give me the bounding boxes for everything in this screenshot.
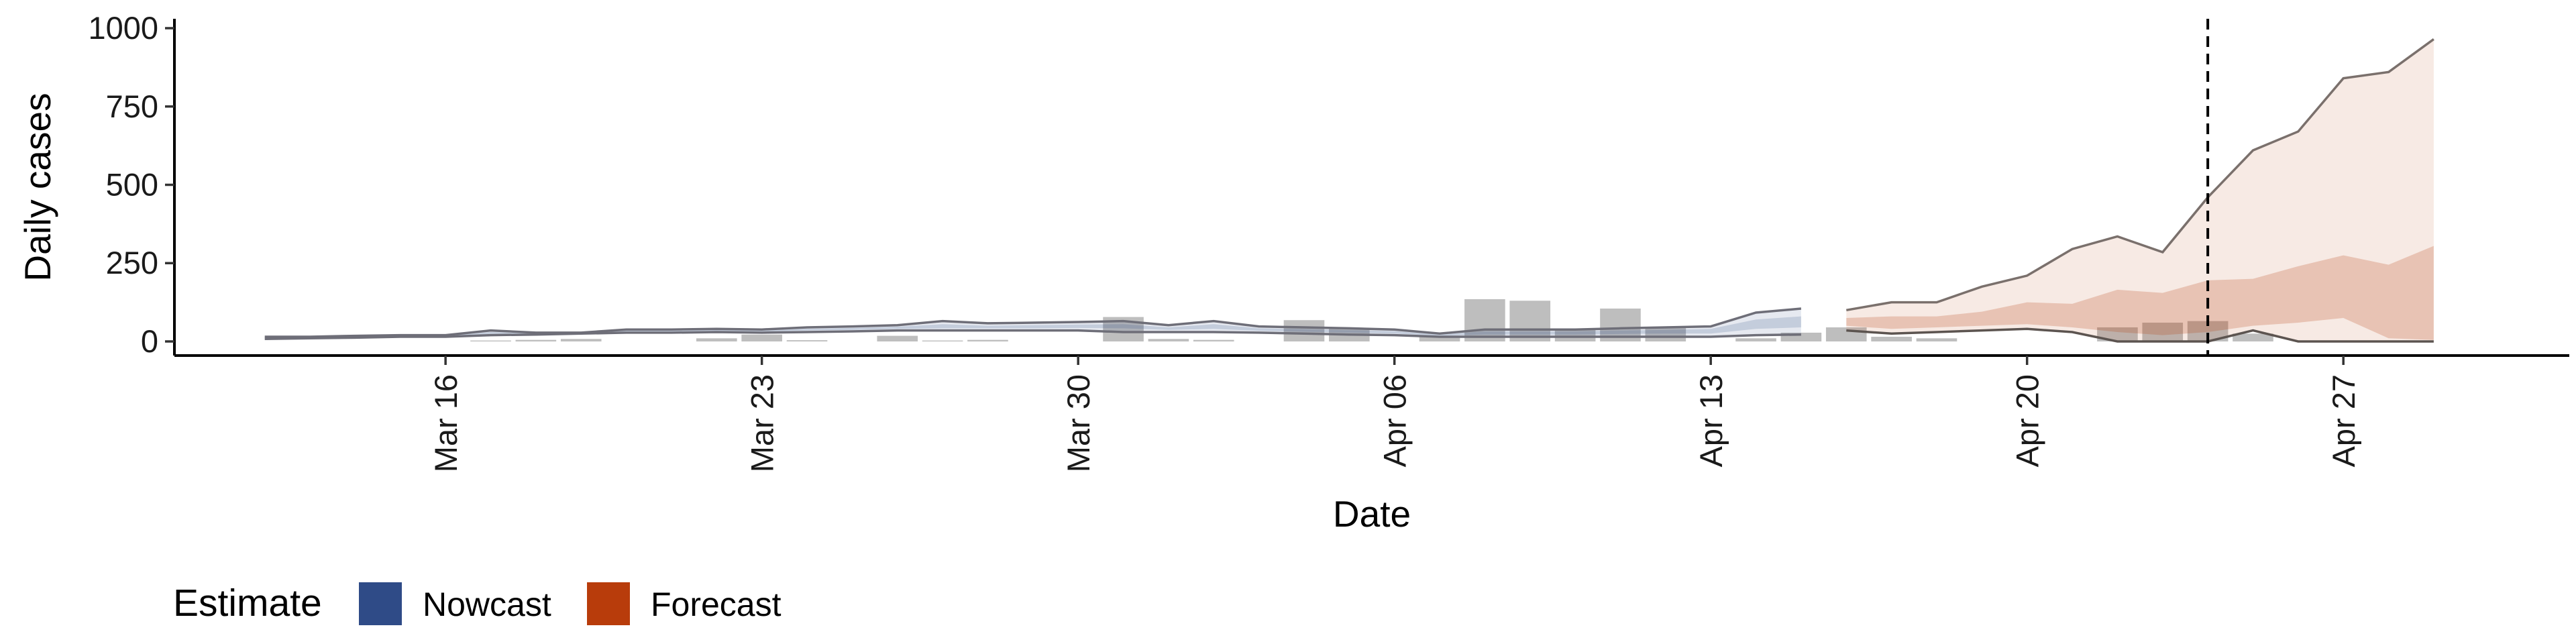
y-tick-label-3: 750 bbox=[106, 89, 158, 124]
forecast-inner-band bbox=[1846, 246, 2434, 340]
forecast-upper-line bbox=[1846, 38, 2434, 312]
y-axis-ticks: 0 250 500 750 1000 bbox=[88, 10, 174, 359]
legend-label-forecast: Forecast bbox=[651, 586, 782, 623]
x-tick-label-5: Apr 20 bbox=[2010, 374, 2045, 467]
reported-case-bar-5 bbox=[786, 340, 828, 341]
x-axis-title: Date bbox=[1333, 493, 1411, 535]
legend-key-forecast bbox=[587, 582, 630, 625]
y-tick-label-0: 0 bbox=[141, 323, 158, 359]
x-tick-label-4: Apr 13 bbox=[1693, 374, 1729, 467]
legend-title: Estimate bbox=[173, 582, 322, 625]
nowcast-lower-line bbox=[264, 329, 1801, 341]
x-tick-label-1: Mar 23 bbox=[745, 374, 780, 472]
reported-case-bar-2 bbox=[560, 339, 602, 341]
y-tick-label-2: 500 bbox=[106, 166, 158, 202]
reported-case-bar-1 bbox=[515, 339, 557, 341]
reported-case-bar-23 bbox=[1871, 336, 1912, 341]
reported-case-bar-24 bbox=[1916, 338, 1957, 341]
y-axis-title: Daily cases bbox=[17, 93, 58, 281]
reported-case-bar-15 bbox=[1464, 299, 1505, 341]
y-tick-label-1: 250 bbox=[106, 245, 158, 280]
x-tick-label-0: Mar 16 bbox=[428, 374, 464, 472]
reported-case-bar-6 bbox=[877, 335, 918, 341]
legend: Estimate Nowcast Forecast bbox=[173, 582, 782, 625]
reported-case-bar-20 bbox=[1735, 338, 1776, 341]
reported-case-bar-3 bbox=[696, 338, 737, 341]
nowcast-inner-band bbox=[264, 316, 1801, 339]
forecast-lower-line bbox=[1846, 327, 2434, 343]
x-axis-ticks: Mar 16 Mar 23 Mar 30 Apr 06 Apr 13 Apr 20 Apr … bbox=[428, 356, 2361, 472]
legend-label-nowcast: Nowcast bbox=[423, 586, 551, 623]
x-tick-label-2: Mar 30 bbox=[1061, 374, 1096, 472]
reported-case-bar-14 bbox=[1419, 336, 1460, 341]
reported-case-bar-10 bbox=[1148, 339, 1189, 341]
nowcast-upper-line bbox=[264, 307, 1802, 338]
reported-case-bar-11 bbox=[1193, 339, 1234, 341]
reported-case-bar-16 bbox=[1509, 301, 1551, 341]
x-tick-label-6: Apr 27 bbox=[2326, 374, 2361, 467]
reported-case-bar-26 bbox=[2142, 322, 2184, 341]
reported-case-bar-28 bbox=[2233, 333, 2273, 341]
legend-key-nowcast bbox=[359, 582, 402, 625]
plot-area bbox=[264, 38, 2434, 343]
reported-case-bar-17 bbox=[1554, 329, 1596, 341]
reported-case-bar-4 bbox=[741, 334, 782, 341]
reported-case-bar-8 bbox=[967, 339, 1008, 341]
reported-case-bar-25 bbox=[2097, 327, 2138, 341]
x-tick-label-3: Apr 06 bbox=[1377, 374, 1413, 467]
forecast-outer-band bbox=[1846, 39, 2434, 342]
y-tick-label-4: 1000 bbox=[88, 10, 158, 46]
reported-case-bar-12 bbox=[1283, 320, 1325, 341]
